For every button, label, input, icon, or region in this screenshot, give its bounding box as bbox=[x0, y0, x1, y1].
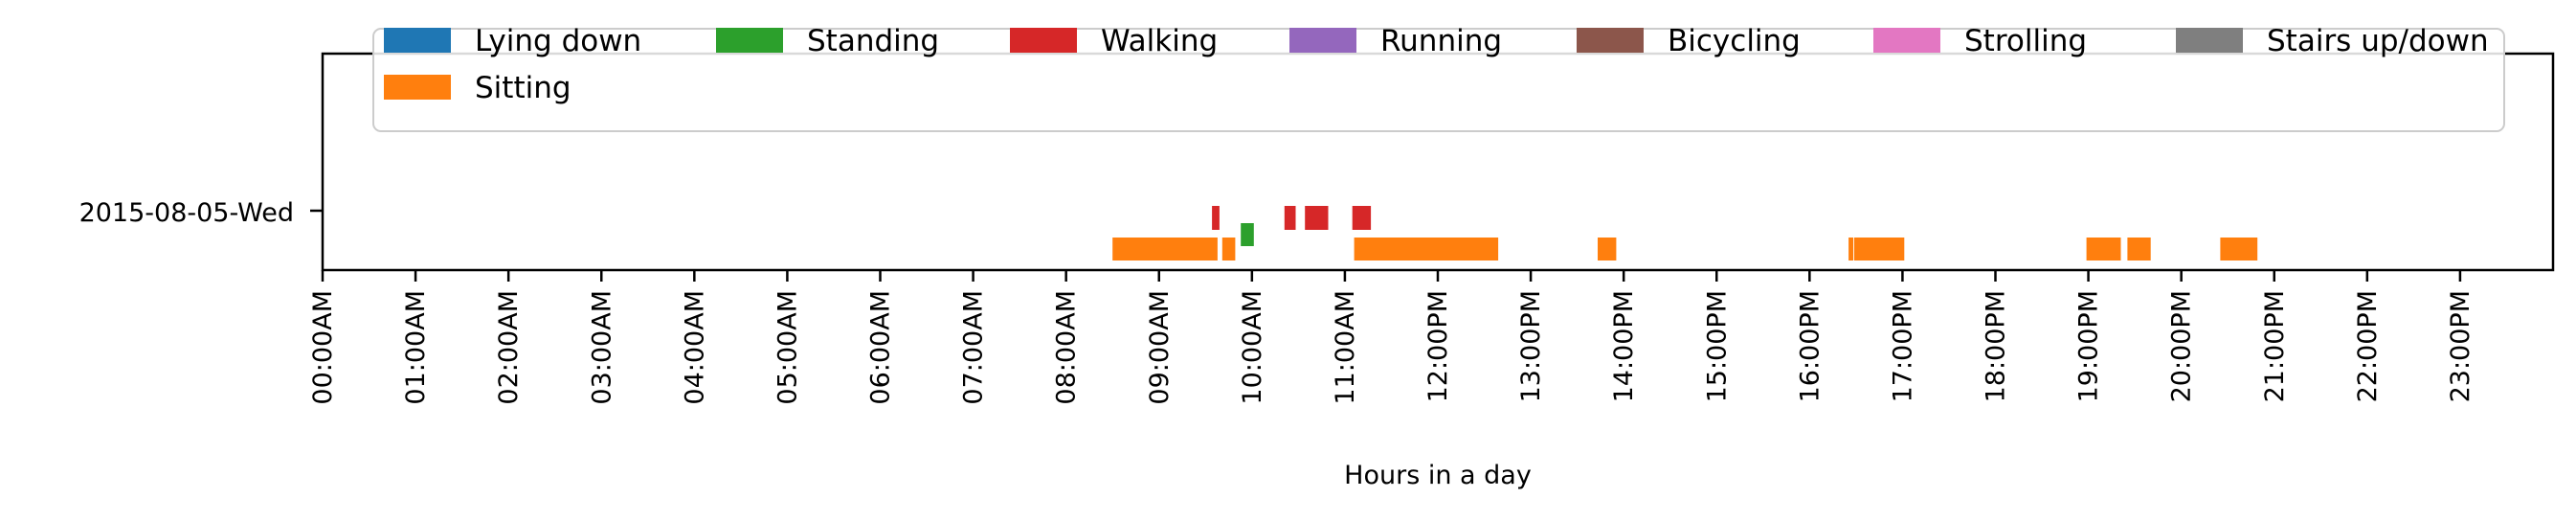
x-tick-label: 19:00PM bbox=[2074, 290, 2104, 402]
x-tick-label: 06:00AM bbox=[866, 290, 896, 405]
bar-standing-0 bbox=[1241, 223, 1254, 246]
bar-sitting-4 bbox=[1848, 238, 1853, 260]
legend-label-strolling: Strolling bbox=[1964, 24, 2087, 58]
legend-swatch-stairs-up-down bbox=[2176, 28, 2243, 53]
legend-swatch-walking bbox=[1010, 28, 1077, 53]
bar-sitting-5 bbox=[1853, 238, 1905, 260]
legend-swatch-running bbox=[1289, 28, 1356, 53]
x-tick-label: 02:00AM bbox=[494, 290, 524, 405]
bar-sitting-0 bbox=[1112, 238, 1218, 260]
bar-sitting-8 bbox=[2220, 238, 2258, 260]
x-tick-label: 22:00PM bbox=[2353, 290, 2383, 402]
x-tick-label: 12:00PM bbox=[1423, 290, 1453, 402]
bar-walking-1 bbox=[1284, 206, 1296, 230]
x-tick-label: 09:00AM bbox=[1145, 290, 1175, 405]
x-tick-label: 08:00AM bbox=[1052, 290, 1082, 405]
bar-sitting-3 bbox=[1598, 238, 1617, 260]
x-axis-title: Hours in a day bbox=[1344, 461, 1532, 490]
x-tick-label: 13:00PM bbox=[1516, 290, 1546, 402]
x-tick-label: 07:00AM bbox=[959, 290, 989, 405]
legend-swatch-standing bbox=[716, 28, 783, 53]
x-tick-label: 18:00PM bbox=[1982, 290, 2011, 402]
x-tick-label: 20:00PM bbox=[2167, 290, 2197, 402]
bar-sitting-2 bbox=[1354, 238, 1499, 260]
bar-walking-3 bbox=[1352, 206, 1372, 230]
x-tick-label: 11:00AM bbox=[1331, 290, 1360, 405]
x-tick-label: 03:00AM bbox=[587, 290, 616, 405]
legend-label-walking: Walking bbox=[1101, 24, 1218, 58]
legend-label-lying-down: Lying down bbox=[475, 24, 641, 58]
bar-sitting-6 bbox=[2086, 238, 2121, 260]
x-tick-label: 05:00AM bbox=[773, 290, 802, 405]
legend-label-sitting: Sitting bbox=[475, 71, 571, 105]
bar-walking-0 bbox=[1212, 206, 1220, 230]
legend-label-stairs-up-down: Stairs up/down bbox=[2267, 24, 2489, 58]
y-tick-label: 2015-08-05-Wed bbox=[79, 198, 294, 228]
x-tick-label: 23:00PM bbox=[2446, 290, 2475, 402]
x-tick-label: 00:00AM bbox=[308, 290, 338, 405]
bar-sitting-7 bbox=[2127, 238, 2151, 260]
bar-walking-2 bbox=[1305, 206, 1329, 230]
legend-label-standing: Standing bbox=[807, 24, 939, 58]
x-tick-label: 10:00AM bbox=[1238, 290, 1267, 405]
x-tick-label: 17:00PM bbox=[1888, 290, 1917, 402]
x-tick-label: 15:00PM bbox=[1702, 290, 1732, 402]
legend-swatch-lying-down bbox=[384, 28, 451, 53]
x-tick-label: 21:00PM bbox=[2260, 290, 2290, 402]
bars-layer bbox=[1112, 206, 2258, 260]
legend-swatch-sitting bbox=[384, 75, 451, 100]
legend-label-bicycling: Bicycling bbox=[1668, 24, 1801, 58]
x-axis: 00:00AM 01:00AM 02:00AM 03:00AM 04:00AM 05:00… bbox=[308, 270, 2475, 405]
legend: Lying down Standing Walking Running Bicyclin… bbox=[372, 24, 2505, 132]
legend-swatch-strolling bbox=[1873, 28, 1940, 53]
x-tick-label: 16:00PM bbox=[1795, 290, 1825, 402]
x-tick-label: 04:00AM bbox=[680, 290, 709, 405]
y-axis: 2015-08-05-Wed bbox=[79, 198, 323, 228]
legend-box bbox=[372, 28, 2505, 132]
x-tick-label: 01:00AM bbox=[401, 290, 431, 405]
bar-sitting-1 bbox=[1221, 238, 1236, 260]
x-tick-label: 14:00PM bbox=[1609, 290, 1639, 402]
legend-label-running: Running bbox=[1380, 24, 1502, 58]
legend-swatch-bicycling bbox=[1577, 28, 1644, 53]
